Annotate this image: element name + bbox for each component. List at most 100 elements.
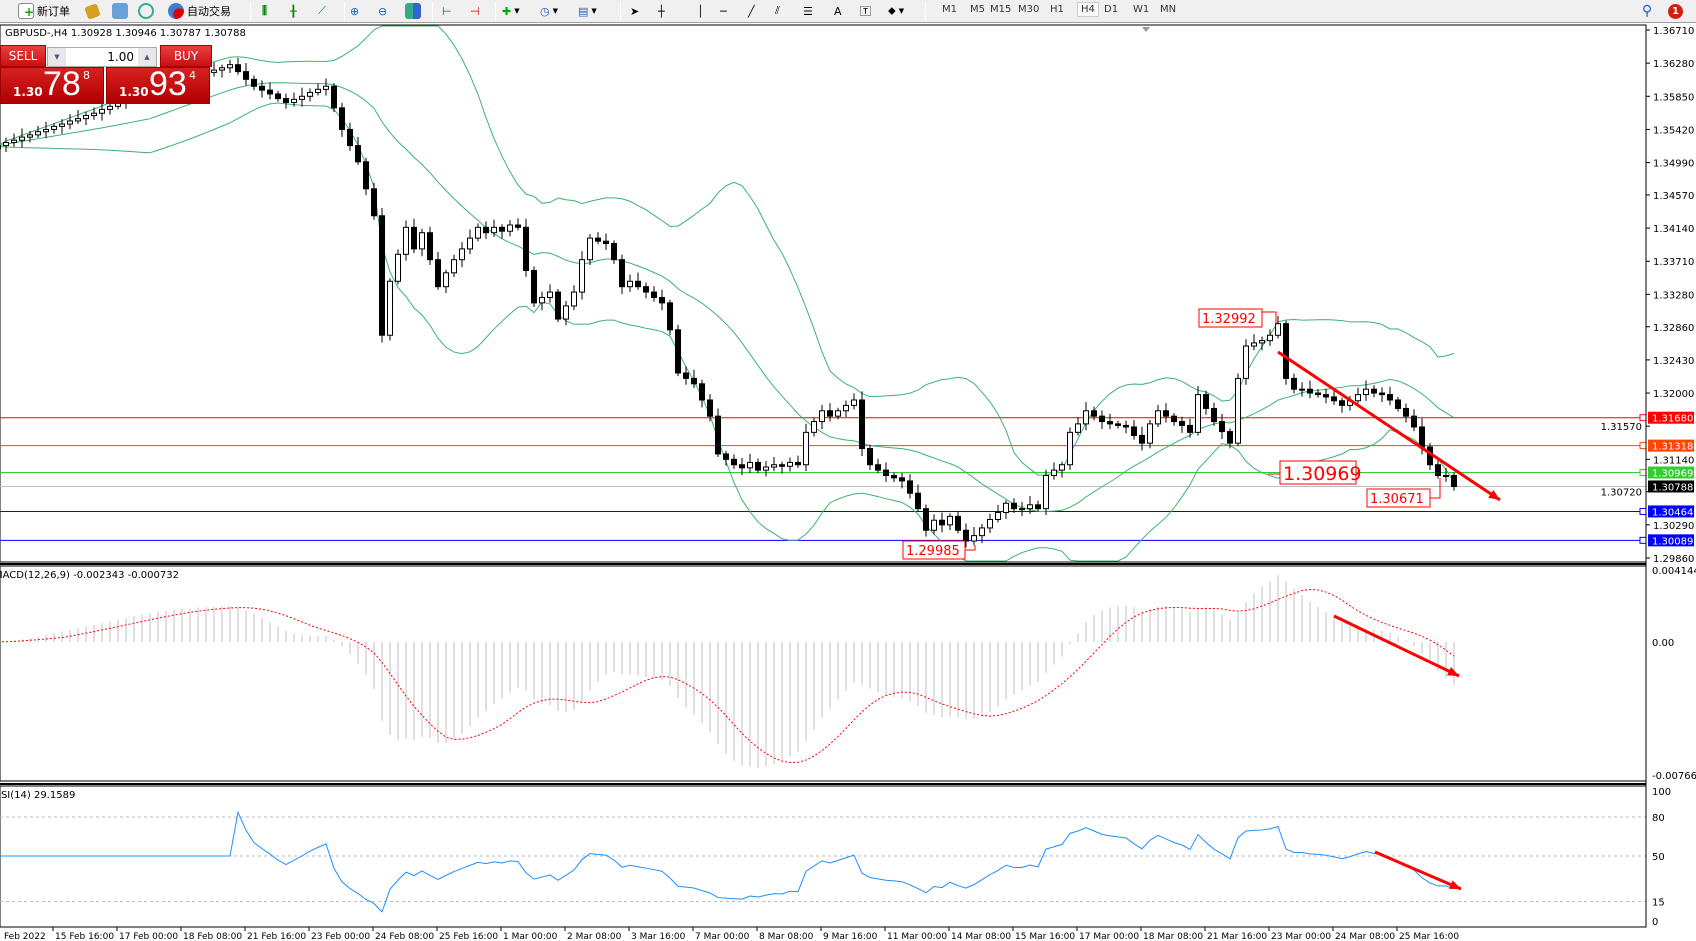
navigator-button[interactable] bbox=[84, 2, 101, 20]
search-icon: ⚲ bbox=[1642, 3, 1653, 19]
chart-shift-button[interactable]: ⊣ bbox=[470, 2, 480, 20]
timeframe-h1[interactable]: H1 bbox=[1050, 4, 1064, 15]
candle-bearish bbox=[1091, 410, 1097, 417]
candle-bullish bbox=[227, 64, 233, 69]
timeframe-w1[interactable]: W1 bbox=[1133, 4, 1150, 15]
candle-bearish bbox=[339, 107, 345, 130]
candle-bullish bbox=[539, 296, 545, 304]
candle-bearish bbox=[1107, 421, 1113, 425]
text-label-button[interactable]: 🅃 bbox=[860, 2, 871, 20]
timeframe-d1[interactable]: D1 bbox=[1104, 4, 1119, 15]
time-axis-label: Feb 2022 bbox=[4, 932, 46, 941]
macd-title: MACD(12,26,9) -0.002343 -0.000732 bbox=[0, 570, 179, 581]
trend-arrow-main[interactable] bbox=[1277, 350, 1501, 502]
sell-price-button[interactable]: 1.30 78 8 bbox=[0, 65, 104, 104]
timeframe-m1[interactable]: M1 bbox=[942, 4, 957, 15]
periods-button[interactable]: ◷ ▼ bbox=[540, 2, 558, 20]
candle-bullish bbox=[947, 515, 953, 526]
horizontal-line-button[interactable]: ─ bbox=[720, 2, 727, 20]
bollinger-band-upper bbox=[0, 25, 1455, 476]
candle-bearish bbox=[691, 377, 697, 385]
notifications-button[interactable]: 1 bbox=[1668, 2, 1683, 20]
chart-shift-marker-icon[interactable] bbox=[1142, 27, 1150, 32]
line-chart-button[interactable]: ⟋ bbox=[318, 2, 326, 20]
timeframe-m5[interactable]: M5 bbox=[970, 4, 985, 15]
lot-size-value: 1.00 bbox=[107, 50, 134, 64]
candle-bullish bbox=[1267, 334, 1273, 342]
crosshair-button[interactable]: ┼ bbox=[658, 2, 665, 20]
zoom-in-button[interactable]: ⊕ bbox=[350, 2, 359, 20]
price-chart[interactable]: 1.36710 1.36280 1.35850 1.35420 1.34990 1.345… bbox=[0, 23, 1696, 941]
candle-bearish bbox=[731, 458, 737, 466]
candle-bullish bbox=[403, 226, 409, 255]
price-label-box[interactable] bbox=[902, 540, 966, 560]
trend-arrow-rsi[interactable] bbox=[1374, 850, 1462, 891]
level-handle[interactable] bbox=[1639, 469, 1647, 477]
candlestick-button[interactable]: ╂ bbox=[290, 2, 297, 20]
zoom-out-button[interactable]: ⊖ bbox=[378, 2, 387, 20]
timeframe-h4[interactable]: H4 bbox=[1077, 2, 1099, 17]
channel-icon: ⫽ bbox=[775, 4, 780, 17]
candle-bullish bbox=[1075, 423, 1081, 433]
level-handle[interactable] bbox=[1639, 507, 1647, 515]
auto-trading-button[interactable]: 自动交易 bbox=[168, 2, 231, 20]
candle-bullish bbox=[763, 466, 769, 471]
price-label-connector bbox=[1430, 478, 1441, 499]
candle-bullish bbox=[1275, 323, 1281, 336]
lot-size-input[interactable]: ▼ 1.00 ▲ bbox=[47, 47, 157, 67]
lot-decrease-button[interactable]: ▼ bbox=[48, 48, 66, 66]
time-axis-label: 1 Mar 00:00 bbox=[503, 932, 558, 941]
price-label-box[interactable] bbox=[1198, 308, 1263, 328]
price-label-text: 1.29985 bbox=[906, 544, 960, 559]
candle-bullish bbox=[211, 69, 217, 73]
candle-bearish bbox=[235, 64, 241, 73]
cursor-button[interactable]: ➤ bbox=[630, 2, 639, 20]
equidistant-channel-button[interactable]: ⫽ bbox=[775, 2, 780, 20]
bar-chart-button[interactable]: ⫼ bbox=[262, 2, 267, 20]
candle-bearish bbox=[907, 480, 913, 494]
signals-button[interactable] bbox=[138, 2, 154, 20]
rsi-axis-label: 0 bbox=[1652, 917, 1658, 928]
candlestick-icon: ╂ bbox=[290, 4, 297, 18]
buy-price-button[interactable]: 1.30 93 4 bbox=[106, 65, 210, 104]
shapes-button[interactable]: ⬥ ▼ bbox=[888, 2, 904, 20]
candle-bullish bbox=[459, 248, 465, 261]
candle-bearish bbox=[1331, 396, 1337, 402]
price-label-box[interactable] bbox=[1279, 460, 1357, 485]
vertical-line-icon: │ bbox=[697, 4, 704, 18]
auto-scroll-button[interactable]: ⊢ bbox=[442, 2, 452, 20]
level-handle[interactable] bbox=[1639, 414, 1647, 422]
trendline-button[interactable]: ╱ bbox=[748, 2, 755, 20]
cursor-icon: ➤ bbox=[630, 4, 640, 18]
candle-bearish bbox=[1219, 421, 1225, 433]
candle-bullish bbox=[0, 145, 1, 150]
level-handle[interactable] bbox=[1639, 442, 1647, 450]
text-label-icon: 🅃 bbox=[860, 5, 871, 18]
buy-button[interactable]: BUY bbox=[160, 45, 212, 67]
timeframe-m30[interactable]: M30 bbox=[1018, 4, 1040, 15]
level-handle[interactable] bbox=[1639, 536, 1647, 544]
indicators-button[interactable]: ✚ ▼ bbox=[502, 2, 520, 20]
text-button[interactable]: A bbox=[834, 2, 842, 20]
candle-bearish bbox=[499, 226, 505, 232]
fibonacci-button[interactable]: ☰ bbox=[803, 2, 813, 20]
new-order-button[interactable]: + 新订单 bbox=[18, 2, 70, 20]
search-button[interactable]: ⚲ bbox=[1642, 2, 1652, 20]
tile-windows-button[interactable] bbox=[405, 2, 421, 20]
candle-bearish bbox=[1139, 434, 1145, 444]
candle-bearish bbox=[243, 71, 249, 80]
trend-arrow-macd[interactable] bbox=[1333, 614, 1460, 678]
line-chart-icon: ⟋ bbox=[318, 4, 326, 17]
sell-button[interactable]: SELL bbox=[0, 45, 46, 67]
timeframe-m15[interactable]: M15 bbox=[990, 4, 1012, 15]
vertical-line-button[interactable]: │ bbox=[697, 2, 704, 20]
candle-bullish bbox=[1051, 469, 1057, 477]
candle-bearish bbox=[1451, 475, 1457, 487]
crosshair-icon: ┼ bbox=[658, 4, 665, 18]
candle-bullish bbox=[35, 131, 41, 136]
price-label-box[interactable] bbox=[1366, 488, 1431, 508]
templates-button[interactable]: ▤ ▼ bbox=[578, 2, 597, 20]
lot-increase-button[interactable]: ▲ bbox=[138, 48, 156, 66]
terminal-button[interactable] bbox=[112, 2, 128, 20]
timeframe-mn[interactable]: MN bbox=[1160, 4, 1177, 15]
